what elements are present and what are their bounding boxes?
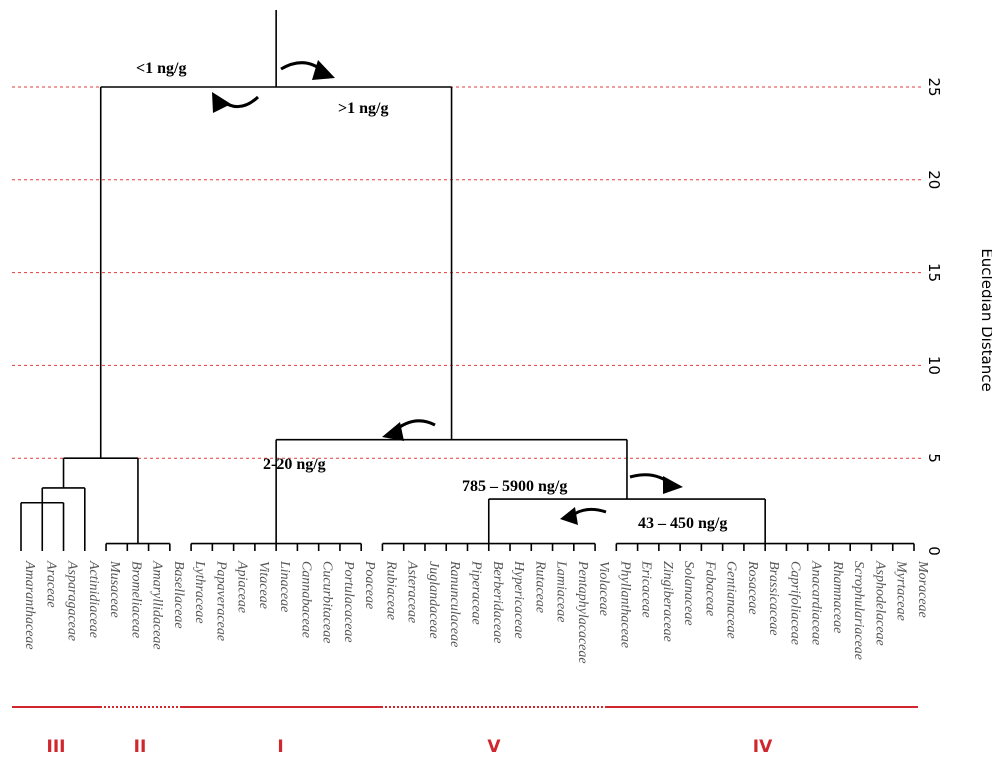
- leaf-label: Hypericaceae: [511, 560, 526, 639]
- leaf-label: Zingiberaceae: [660, 561, 675, 642]
- arrowhead: [212, 92, 231, 113]
- leaf-label: Amaryllidaceae: [150, 560, 165, 650]
- group-label: V: [487, 737, 501, 757]
- annotation-2-20: 2-20 ng/g: [263, 456, 326, 473]
- leaf-label: Asparagaceae: [65, 560, 80, 641]
- y-axis: Eucledian Distance 0 5 10 15 20 25: [925, 77, 992, 555]
- leaf-label: Ranunculaceae: [447, 560, 462, 647]
- leaf-label: Moraceae: [915, 560, 930, 618]
- leaf-label: Cucurbitaceae: [320, 561, 335, 643]
- leaf-label: Pentaphylacaceae: [575, 560, 590, 664]
- group-label: IV: [753, 737, 773, 757]
- leaf-label: Gentianaceae: [724, 561, 739, 639]
- y-tick-label: 0: [925, 546, 943, 556]
- leaf-label: Phyllanthaceae: [617, 560, 632, 648]
- leaf-label: Brassicaceae: [766, 561, 781, 636]
- arrowhead: [560, 507, 578, 525]
- leaf-label: Asphodelaceae: [872, 560, 887, 646]
- leaf-label: Rubiaceae: [383, 560, 398, 620]
- y-tick-label: 15: [925, 263, 943, 282]
- annotation-lt1: <1 ng/g: [136, 60, 186, 77]
- leaf-label: Linaceae: [277, 560, 292, 612]
- leaf-label: Amaranthaceae: [22, 560, 37, 650]
- group-label: III: [47, 737, 66, 757]
- leaf-label: Rosaceae: [745, 560, 760, 615]
- leaf-label: Lythraceae: [192, 560, 207, 624]
- leaf-labels: Amaranthaceae Araceae Asparagaceae Actinidi…: [22, 560, 930, 664]
- leaf-label: Lamiaceae: [554, 560, 569, 622]
- leaf-label: Musaceae: [107, 560, 122, 618]
- leaf-label: Rhamnaceae: [830, 560, 845, 633]
- annotations: <1 ng/g >1 ng/g 2-20 ng/g 785 – 5900 ng/…: [136, 60, 727, 532]
- leaf-label: Asteraceae: [405, 560, 420, 623]
- annotation-43-450: 43 – 450 ng/g: [638, 515, 727, 532]
- dendrogram-tree: [21, 10, 914, 551]
- leaf-label: Fabaceae: [702, 560, 717, 616]
- arrowhead: [663, 476, 683, 494]
- arrowhead: [312, 60, 335, 80]
- leaf-label: Solanaceae: [681, 561, 696, 626]
- leaf-label: Anacardiaceae: [809, 560, 824, 645]
- grid-lines: [12, 87, 922, 458]
- leaf-label: Caprifoliaceae: [787, 561, 802, 645]
- annotation-gt1: >1 ng/g: [338, 100, 388, 117]
- leaf-label: Scrophulariaceae: [851, 561, 866, 660]
- leaf-label: Bromeliaceae: [128, 561, 143, 638]
- leaf-label: Piperaceae: [469, 560, 484, 625]
- leaf-label: Myrtaceae: [894, 560, 909, 621]
- leaf-label: Actinidiaceae: [86, 560, 101, 638]
- leaf-label: Apiaceae: [235, 560, 250, 613]
- leaf-label: Portulacaceae: [341, 560, 356, 643]
- leaf-label: Poaceae: [362, 560, 377, 609]
- leaf-label: Cannabaceae: [298, 561, 313, 638]
- leaf-label: Vitaceae: [256, 561, 271, 609]
- leaf-label: Violaceae: [596, 561, 611, 616]
- group-label: I: [277, 737, 283, 757]
- leaf-label: Rutaceae: [532, 560, 547, 613]
- leaf-label: Basellaceae: [171, 561, 186, 629]
- y-tick-label: 5: [925, 453, 943, 463]
- y-tick-label: 25: [925, 77, 943, 96]
- annotation-785-5900: 785 – 5900 ng/g: [462, 478, 567, 495]
- leaf-label: Papaveraceae: [213, 560, 228, 641]
- leaf-label: Araceae: [43, 560, 58, 608]
- group-bar: III II I V IV: [12, 707, 918, 757]
- y-tick-label: 20: [925, 170, 943, 189]
- y-axis-title: Eucledian Distance: [978, 248, 992, 391]
- leaf-label: Berberidaceae: [490, 561, 505, 643]
- y-tick-label: 10: [925, 356, 943, 375]
- leaf-label: Ericaceae: [639, 560, 654, 618]
- group-label: II: [134, 737, 147, 757]
- leaf-label: Juglandaceae: [426, 561, 441, 639]
